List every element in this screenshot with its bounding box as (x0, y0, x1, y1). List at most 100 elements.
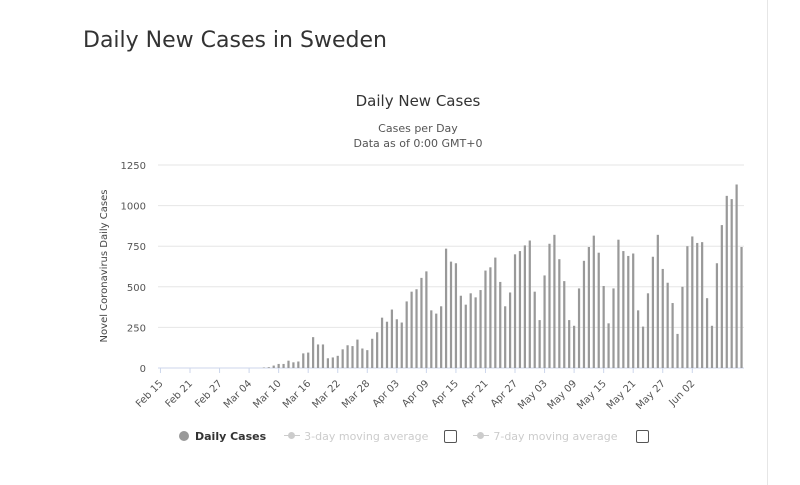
bar[interactable] (627, 255, 630, 368)
bar[interactable] (701, 242, 704, 368)
bar[interactable] (297, 361, 300, 369)
bar[interactable] (371, 338, 374, 368)
bar[interactable] (597, 252, 600, 368)
bar[interactable] (366, 350, 369, 368)
bar[interactable] (617, 239, 620, 368)
bar[interactable] (267, 367, 270, 368)
bar[interactable] (292, 362, 295, 368)
bar[interactable] (518, 251, 522, 368)
bar[interactable] (400, 322, 403, 368)
bar[interactable] (656, 234, 659, 368)
bar[interactable] (380, 317, 384, 368)
bar[interactable] (287, 360, 290, 368)
bar[interactable] (321, 344, 325, 368)
bar[interactable] (326, 358, 329, 368)
bar[interactable] (553, 234, 556, 368)
bar[interactable] (548, 243, 551, 368)
bar[interactable] (277, 363, 280, 368)
bar[interactable] (563, 281, 566, 368)
bar[interactable] (499, 281, 502, 368)
bar[interactable] (735, 184, 738, 368)
bar[interactable] (415, 289, 418, 368)
bar[interactable] (696, 242, 699, 368)
bar[interactable] (484, 270, 487, 368)
bar[interactable] (508, 292, 512, 368)
checkbox-7day[interactable] (635, 429, 649, 443)
bar[interactable] (346, 345, 349, 368)
bar[interactable] (543, 275, 546, 368)
bar[interactable] (671, 303, 674, 368)
bar[interactable] (587, 247, 590, 368)
bar[interactable] (715, 263, 719, 368)
bar[interactable] (469, 293, 472, 368)
bar[interactable] (641, 326, 645, 368)
bar[interactable] (607, 323, 610, 368)
bar[interactable] (661, 268, 664, 368)
bar[interactable] (385, 321, 389, 368)
bar[interactable] (302, 353, 305, 368)
bar[interactable] (376, 332, 379, 368)
bar[interactable] (720, 225, 723, 368)
bar[interactable] (538, 320, 541, 368)
bar[interactable] (725, 195, 728, 368)
bar[interactable] (331, 357, 334, 368)
bar[interactable] (592, 235, 595, 368)
bar[interactable] (449, 261, 453, 368)
bar[interactable] (646, 293, 650, 368)
bar[interactable] (430, 310, 433, 368)
bar[interactable] (420, 277, 423, 368)
bar[interactable] (666, 282, 669, 368)
bar[interactable] (681, 286, 684, 368)
bar[interactable] (444, 248, 448, 368)
bar[interactable] (558, 259, 561, 368)
bar[interactable] (504, 306, 507, 368)
bar[interactable] (651, 256, 655, 368)
bar[interactable] (464, 304, 467, 368)
bar[interactable] (454, 263, 458, 368)
bar[interactable] (272, 365, 275, 368)
bar[interactable] (405, 301, 408, 368)
bar[interactable] (307, 352, 310, 368)
bar[interactable] (632, 253, 635, 368)
bar[interactable] (356, 339, 359, 368)
bar[interactable] (395, 319, 398, 368)
bar[interactable] (435, 313, 438, 368)
bar[interactable] (390, 309, 394, 368)
bar[interactable] (410, 291, 413, 368)
bar[interactable] (523, 245, 526, 368)
bar[interactable] (316, 344, 320, 368)
bar[interactable] (691, 236, 694, 368)
bar[interactable] (282, 363, 285, 368)
bar[interactable] (622, 251, 625, 368)
bar[interactable] (425, 271, 428, 368)
bar[interactable] (474, 297, 477, 368)
bar[interactable] (710, 325, 714, 368)
checkbox-3day[interactable] (444, 429, 458, 443)
legend-item-3day-average[interactable]: 3-day moving average (284, 430, 428, 443)
bar[interactable] (494, 257, 497, 368)
bar[interactable] (730, 199, 733, 368)
bar[interactable] (602, 285, 605, 368)
bar[interactable] (341, 349, 344, 368)
bar[interactable] (459, 295, 462, 368)
bar[interactable] (637, 310, 640, 368)
legend-item-daily-cases[interactable]: Daily Cases (179, 430, 266, 443)
bar[interactable] (568, 320, 571, 368)
bar[interactable] (676, 333, 679, 368)
bar[interactable] (440, 306, 443, 368)
bar[interactable] (686, 246, 689, 368)
bar[interactable] (312, 337, 315, 368)
bar[interactable] (740, 247, 743, 368)
bar[interactable] (479, 290, 482, 368)
bar[interactable] (528, 240, 531, 368)
bar[interactable] (582, 260, 586, 368)
bar[interactable] (577, 288, 581, 368)
bar[interactable] (705, 298, 709, 368)
bar[interactable] (351, 346, 354, 368)
bar[interactable] (612, 288, 615, 368)
bar[interactable] (489, 267, 492, 368)
bar[interactable] (573, 325, 576, 368)
bar[interactable] (513, 254, 517, 368)
bar[interactable] (361, 348, 364, 368)
bar[interactable] (336, 355, 339, 368)
